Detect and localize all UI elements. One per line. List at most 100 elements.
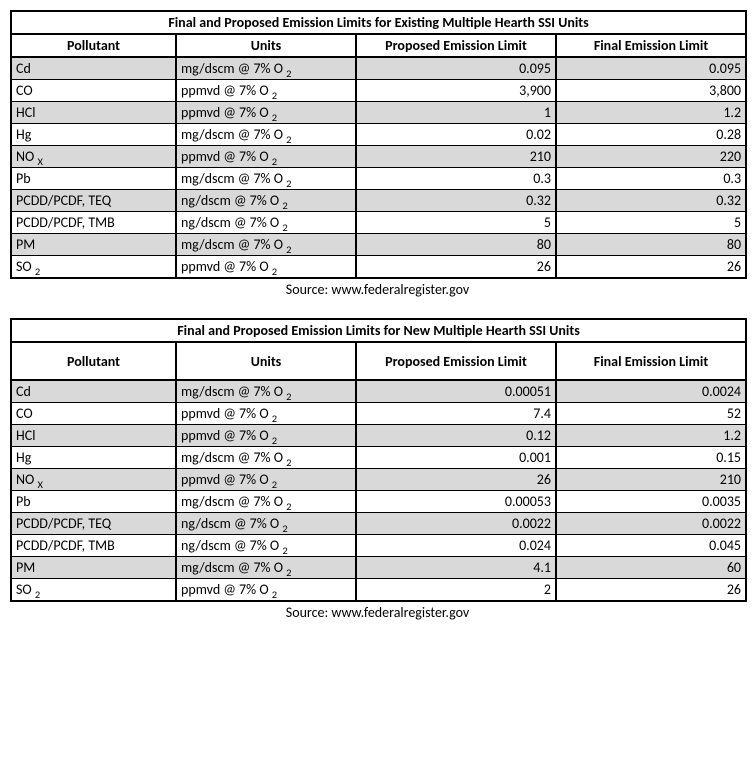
pollutant-cell: HCl bbox=[11, 102, 176, 124]
units-text: ppmvd @ 7% O bbox=[181, 148, 269, 165]
pollutant-cell: PM bbox=[11, 557, 176, 579]
pollutant-text: CO bbox=[16, 405, 33, 422]
proposed-cell: 0.00053 bbox=[356, 491, 556, 513]
units-cell: ppmvd @ 7% O 2 bbox=[176, 425, 356, 447]
units-cell: ppmvd @ 7% O 2 bbox=[176, 256, 356, 279]
units-subscript: 2 bbox=[286, 133, 291, 146]
pollutant-text: PM bbox=[16, 236, 35, 253]
units-text: ng/dscm @ 7% O bbox=[181, 537, 279, 554]
units-text: mg/dscm @ 7% O bbox=[181, 60, 283, 77]
table-container-0: Final and Proposed Emission Limits for E… bbox=[10, 10, 745, 298]
pollutant-subscript: X bbox=[37, 155, 42, 168]
final-cell: 1.2 bbox=[556, 425, 746, 447]
table-row: SO 2ppmvd @ 7% O 22626 bbox=[11, 256, 746, 279]
proposed-cell: 26 bbox=[356, 469, 556, 491]
pollutant-cell: Cd bbox=[11, 380, 176, 403]
pollutant-cell: CO bbox=[11, 403, 176, 425]
pollutant-cell: SO 2 bbox=[11, 256, 176, 279]
table-row: NO Xppmvd @ 7% O 2210220 bbox=[11, 146, 746, 168]
table-row: Cdmg/dscm @ 7% O 20.000510.0024 bbox=[11, 380, 746, 403]
units-subscript: 2 bbox=[286, 243, 291, 256]
tables-container: Final and Proposed Emission Limits for E… bbox=[10, 10, 745, 621]
pollutant-text: Cd bbox=[16, 60, 31, 77]
table-container-1: Final and Proposed Emission Limits for N… bbox=[10, 318, 745, 621]
units-subscript: 2 bbox=[286, 456, 291, 469]
table-row: COppmvd @ 7% O 23,9003,800 bbox=[11, 80, 746, 102]
final-cell: 0.045 bbox=[556, 535, 746, 557]
source-text: Source: www.federalregister.gov bbox=[10, 281, 745, 298]
proposed-cell: 0.001 bbox=[356, 447, 556, 469]
units-subscript: 2 bbox=[282, 544, 287, 557]
units-text: mg/dscm @ 7% O bbox=[181, 493, 283, 510]
final-cell: 0.095 bbox=[556, 57, 746, 80]
pollutant-text: Hg bbox=[16, 126, 31, 143]
units-subscript: 2 bbox=[272, 265, 277, 278]
pollutant-text: Hg bbox=[16, 449, 31, 466]
final-cell: 0.3 bbox=[556, 168, 746, 190]
table-row: Hg mg/dscm @ 7% O 2 0.0010.15 bbox=[11, 447, 746, 469]
units-subscript: 2 bbox=[272, 111, 277, 124]
units-subscript: 2 bbox=[282, 522, 287, 535]
pollutant-cell: PM bbox=[11, 234, 176, 256]
pollutant-text: PCDD/PCDF, TEQ bbox=[16, 515, 111, 532]
units-subscript: 2 bbox=[286, 500, 291, 513]
proposed-cell: 3,900 bbox=[356, 80, 556, 102]
proposed-cell: 4.1 bbox=[356, 557, 556, 579]
units-text: mg/dscm @ 7% O bbox=[181, 449, 283, 466]
final-cell: 0.28 bbox=[556, 124, 746, 146]
units-cell: mg/dscm @ 7% O 2 bbox=[176, 57, 356, 80]
pollutant-text: NO bbox=[16, 471, 34, 488]
pollutant-cell: PCDD/PCDF, TMB bbox=[11, 535, 176, 557]
units-text: ppmvd @ 7% O bbox=[181, 82, 269, 99]
proposed-cell: 7.4 bbox=[356, 403, 556, 425]
table-row: Pbmg/dscm @ 7% O 20.30.3 bbox=[11, 168, 746, 190]
proposed-cell: 0.02 bbox=[356, 124, 556, 146]
final-cell: 0.32 bbox=[556, 190, 746, 212]
final-cell: 0.0022 bbox=[556, 513, 746, 535]
units-text: mg/dscm @ 7% O bbox=[181, 170, 283, 187]
emission-table-0: Final and Proposed Emission Limits for E… bbox=[10, 10, 747, 279]
pollutant-cell: CO bbox=[11, 80, 176, 102]
units-cell: ppmvd @ 7% O 2 bbox=[176, 403, 356, 425]
units-subscript: 2 bbox=[286, 67, 291, 80]
pollutant-text: PCDD/PCDF, TMB bbox=[16, 214, 115, 231]
pollutant-text: Cd bbox=[16, 383, 31, 400]
pollutant-cell: Hg bbox=[11, 124, 176, 146]
units-cell: mg/dscm @ 7% O 2 bbox=[176, 491, 356, 513]
final-cell: 26 bbox=[556, 256, 746, 279]
units-text: mg/dscm @ 7% O bbox=[181, 236, 283, 253]
pollutant-cell: SO 2 bbox=[11, 579, 176, 602]
final-cell: 220 bbox=[556, 146, 746, 168]
table-row: CO ppmvd @ 7% O 27.452 bbox=[11, 403, 746, 425]
final-cell: 5 bbox=[556, 212, 746, 234]
final-cell: 52 bbox=[556, 403, 746, 425]
units-cell: ppmvd @ 7% O 2 bbox=[176, 469, 356, 491]
pollutant-cell: NO X bbox=[11, 146, 176, 168]
final-cell: 3,800 bbox=[556, 80, 746, 102]
pollutant-cell: Cd bbox=[11, 57, 176, 80]
table-row: PCDD/PCDF, TEQ ng/dscm @ 7% O 2 0.00220.00… bbox=[11, 513, 746, 535]
units-text: ng/dscm @ 7% O bbox=[181, 515, 279, 532]
final-cell: 1.2 bbox=[556, 102, 746, 124]
units-subscript: 2 bbox=[272, 588, 277, 601]
pollutant-subscript: X bbox=[37, 478, 42, 491]
proposed-cell: 0.0022 bbox=[356, 513, 556, 535]
emission-table-1: Final and Proposed Emission Limits for N… bbox=[10, 318, 747, 602]
pollutant-text: HCl bbox=[16, 104, 35, 121]
pollutant-text: SO bbox=[16, 581, 32, 598]
proposed-cell: 0.00051 bbox=[356, 380, 556, 403]
units-subscript: 2 bbox=[272, 478, 277, 491]
column-header: Pollutant bbox=[11, 34, 176, 57]
pollutant-text: PM bbox=[16, 559, 35, 576]
units-subscript: 2 bbox=[286, 566, 291, 579]
final-cell: 0.15 bbox=[556, 447, 746, 469]
proposed-cell: 2 bbox=[356, 579, 556, 602]
column-header: Pollutant bbox=[11, 342, 176, 380]
units-cell: mg/dscm @ 7% O 2 bbox=[176, 234, 356, 256]
units-subscript: 2 bbox=[272, 412, 277, 425]
column-header: Units bbox=[176, 34, 356, 57]
table-row: Pbmg/dscm @ 7% O 20.000530.0035 bbox=[11, 491, 746, 513]
units-text: ppmvd @ 7% O bbox=[181, 258, 269, 275]
units-cell: ppmvd @ 7% O 2 bbox=[176, 102, 356, 124]
pollutant-text: PCDD/PCDF, TEQ bbox=[16, 192, 111, 209]
